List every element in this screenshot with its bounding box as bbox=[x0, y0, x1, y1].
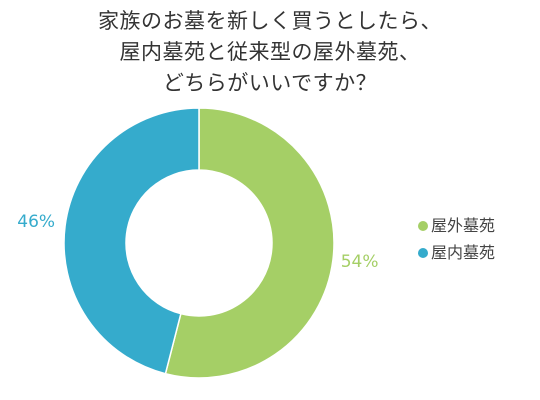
legend-item-indoor[interactable]: 屋内墓苑 bbox=[418, 239, 495, 266]
title-line-2: 屋内墓苑と従来型の屋外墓苑、 bbox=[119, 40, 421, 64]
legend-item-outdoor[interactable]: 屋外墓苑 bbox=[418, 212, 495, 239]
chart-title: 家族のお墓を新しく買うとしたら、 屋内墓苑と従来型の屋外墓苑、 どちらがいいです… bbox=[0, 6, 540, 99]
slice-outdoor[interactable] bbox=[164, 107, 335, 379]
data-label-outdoor: 54% bbox=[340, 252, 379, 273]
title-line-3: どちらがいいですか？ bbox=[162, 71, 378, 95]
legend-swatch-indoor bbox=[418, 247, 428, 258]
legend-label-outdoor: 屋外墓苑 bbox=[431, 216, 496, 235]
data-label-indoor: 46% bbox=[17, 211, 56, 232]
title-line-1: 家族のお墓を新しく買うとしたら、 bbox=[98, 9, 442, 33]
legend-label-indoor: 屋内墓苑 bbox=[431, 243, 496, 262]
legend: 屋外墓苑 屋内墓苑 bbox=[418, 212, 495, 266]
slice-indoor[interactable] bbox=[63, 107, 200, 375]
legend-swatch-outdoor bbox=[418, 220, 428, 231]
